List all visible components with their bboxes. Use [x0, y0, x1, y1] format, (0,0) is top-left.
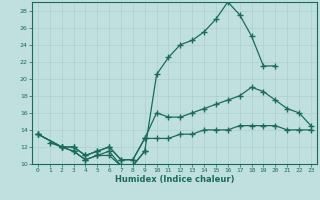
- X-axis label: Humidex (Indice chaleur): Humidex (Indice chaleur): [115, 175, 234, 184]
